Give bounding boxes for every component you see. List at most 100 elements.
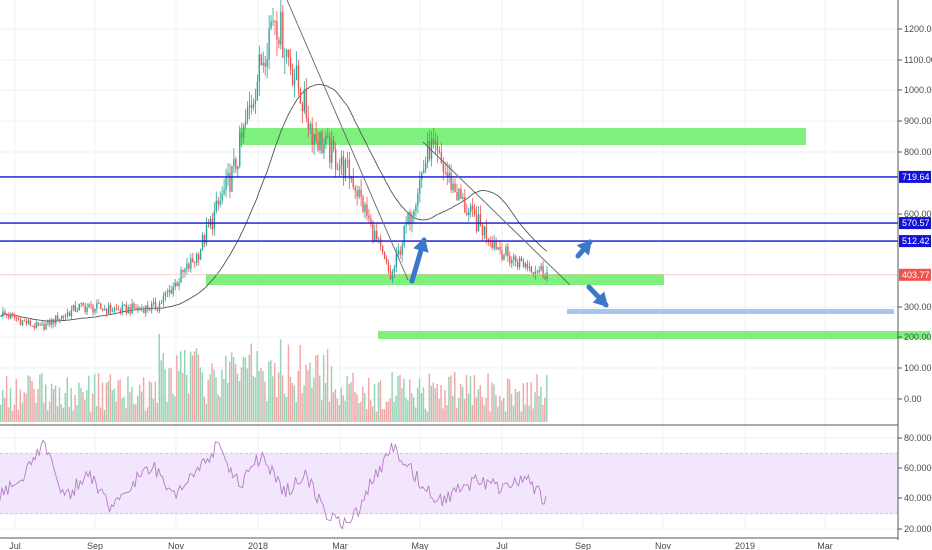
candle-body (280, 11, 282, 45)
volume-bar (140, 391, 143, 422)
candle-body (250, 105, 253, 108)
candle-body (8, 315, 10, 319)
volume-bar (250, 343, 252, 422)
candle-body (149, 309, 151, 311)
volume-bar (313, 377, 315, 422)
volume-bar (536, 374, 538, 422)
volume-bar (238, 381, 241, 422)
volume-bar (35, 402, 37, 422)
candle-body (135, 308, 137, 310)
candle-body (182, 269, 184, 273)
candle-body (327, 135, 329, 137)
candle-body (229, 172, 231, 192)
volume-bar (160, 360, 162, 422)
candle-body (107, 304, 110, 314)
volume-bar (483, 405, 485, 422)
rsi-line (0, 439, 547, 530)
candle-body (70, 309, 73, 317)
candle-body (19, 319, 22, 325)
candle-body (168, 289, 170, 293)
candle-body (74, 305, 77, 312)
candle-body (86, 307, 88, 312)
candle-body (297, 65, 300, 89)
candle-body (387, 262, 390, 272)
price-axis-label: 1100.00 (904, 55, 932, 65)
volume-bar (127, 376, 129, 422)
volume-bar (84, 399, 86, 422)
candle-body (333, 140, 335, 150)
volume-bar (352, 372, 354, 422)
volume-bar (50, 383, 53, 422)
candle-body (338, 165, 341, 171)
candle-body (166, 292, 169, 294)
volume-bar (234, 364, 237, 422)
volume-bar (530, 382, 532, 422)
volume-bar (9, 387, 12, 422)
candle-body (237, 166, 239, 170)
candle-body (468, 211, 470, 216)
volume-bar (197, 354, 200, 422)
candle-body (423, 169, 425, 173)
volume-bar (225, 355, 227, 422)
candle-body (147, 305, 149, 310)
candle-body (105, 309, 108, 314)
volume-bar (367, 377, 370, 422)
candle-body (538, 270, 540, 273)
volume-bar (354, 392, 356, 422)
candle-body (378, 238, 380, 240)
candle-body (385, 258, 388, 263)
volume-bar (246, 368, 249, 422)
candle-body (491, 242, 493, 249)
candle-body (321, 132, 323, 153)
volume-bar (510, 393, 513, 422)
candle-body (194, 262, 196, 263)
volume-bar (262, 371, 264, 422)
candle-body (119, 309, 122, 313)
volume-bar (546, 375, 548, 422)
volume-bar (211, 363, 213, 422)
volume-bar (469, 376, 472, 422)
moving-average-layer (0, 83, 548, 322)
volume-bar (232, 356, 235, 422)
time-axis-label: 2018 (248, 541, 268, 550)
candle-body (23, 320, 26, 322)
candle-body (131, 303, 133, 314)
volume-bar (412, 397, 415, 422)
volume-bar (438, 398, 440, 422)
candle-body (528, 266, 531, 269)
candle-body (6, 313, 8, 316)
candle-body (524, 263, 527, 268)
volume-bar (21, 402, 23, 422)
volume-bar (348, 383, 350, 422)
candle-body (348, 159, 351, 179)
candle-body (188, 263, 190, 269)
volume-bar (217, 394, 219, 422)
volume-bar (123, 396, 125, 422)
candle-body (389, 271, 392, 280)
volume-bar (344, 400, 346, 422)
candle-body (419, 179, 421, 194)
volume-bar (477, 389, 479, 422)
candle-body (57, 315, 59, 322)
candle-body (199, 249, 202, 260)
volume-bar (23, 392, 25, 422)
volume-bar (99, 407, 102, 422)
candle-body (305, 89, 307, 118)
volume-bar (430, 385, 433, 422)
candle-body (331, 140, 333, 163)
candle-body (115, 308, 118, 310)
candle-body (483, 226, 486, 236)
candle-body (137, 307, 139, 310)
time-axis-label: Mar (817, 541, 833, 550)
volume-bar (105, 382, 108, 422)
candle-body (192, 258, 194, 263)
candle-body (133, 303, 135, 309)
candle-body (430, 138, 433, 160)
candle-body (309, 123, 311, 129)
candle-body (125, 304, 127, 314)
volume-bar (420, 392, 423, 422)
volume-bar (187, 393, 190, 422)
candle-body (272, 21, 274, 22)
candle-body (481, 225, 484, 236)
candle-body (342, 156, 345, 179)
